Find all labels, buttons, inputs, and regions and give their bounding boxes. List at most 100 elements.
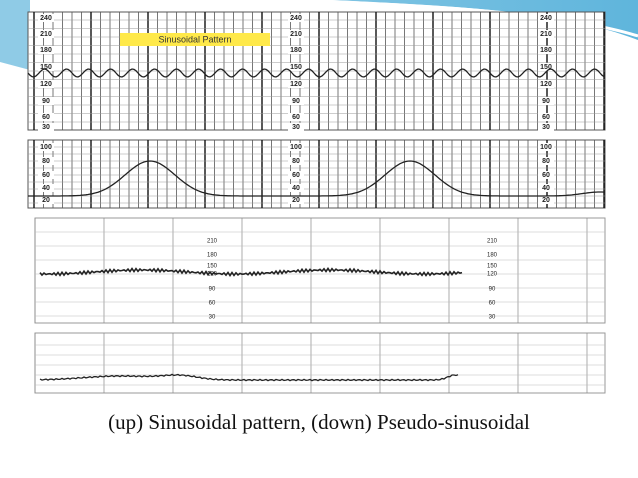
scale-bg xyxy=(538,113,554,121)
scale-label: 180 xyxy=(207,253,218,259)
scale-label: 30 xyxy=(209,315,216,321)
scale-bg xyxy=(38,196,54,204)
scale-bg xyxy=(38,184,54,192)
scale-bg xyxy=(38,157,54,165)
scale-label: 60 xyxy=(42,114,50,121)
scale-label: 240 xyxy=(40,15,52,22)
corner-accent xyxy=(0,0,30,70)
scale-bg xyxy=(288,171,304,179)
pattern-label: Sinusoidal Pattern xyxy=(158,34,231,44)
scale-label: 210 xyxy=(290,31,302,38)
scale-bg xyxy=(38,80,54,88)
scale-bg xyxy=(538,97,554,105)
scale-bg xyxy=(38,123,54,131)
scale-label: 210 xyxy=(540,31,552,38)
scale-label: 60 xyxy=(209,301,216,307)
bottom-uc-strip xyxy=(34,332,606,394)
scale-label: 60 xyxy=(42,172,50,179)
uc-trace xyxy=(28,160,605,197)
scale-label: 90 xyxy=(292,98,300,105)
scale-label: 80 xyxy=(542,158,550,165)
scale-bg xyxy=(538,46,554,54)
scale-bg xyxy=(38,46,54,54)
pattern-label-box xyxy=(120,33,270,46)
scale-bg xyxy=(538,30,554,38)
scale-label: 40 xyxy=(292,185,300,192)
scale-label: 100 xyxy=(540,144,552,151)
scale-label: 30 xyxy=(489,315,496,321)
scale-label: 40 xyxy=(542,185,550,192)
fhr-trace xyxy=(39,267,463,277)
scale-label: 90 xyxy=(489,287,496,293)
scale-label: 90 xyxy=(209,287,216,293)
scale-bg xyxy=(288,196,304,204)
scale-label: 120 xyxy=(290,81,302,88)
scale-label: 60 xyxy=(292,172,300,179)
scale-bg xyxy=(288,113,304,121)
scale-bg xyxy=(38,63,54,71)
scale-bg xyxy=(38,171,54,179)
scale-bg xyxy=(288,184,304,192)
scale-label: 60 xyxy=(542,114,550,121)
scale-bg xyxy=(538,196,554,204)
scale-label: 60 xyxy=(292,114,300,121)
scale-bg xyxy=(38,14,54,22)
scale-bg xyxy=(538,143,554,151)
scale-bg xyxy=(538,123,554,131)
scale-label: 90 xyxy=(542,98,550,105)
scale-label: 80 xyxy=(292,158,300,165)
scale-bg xyxy=(288,123,304,131)
scale-label: 240 xyxy=(540,15,552,22)
scale-bg xyxy=(288,63,304,71)
scale-label: 150 xyxy=(40,64,52,71)
caption: (up) Sinusoidal pattern, (down) Pseudo-s… xyxy=(108,410,530,434)
scale-bg xyxy=(538,171,554,179)
scale-bg xyxy=(288,97,304,105)
scale-label: 210 xyxy=(207,239,218,245)
scale-label: 40 xyxy=(42,185,50,192)
scale-label: 150 xyxy=(540,64,552,71)
scale-label: 120 xyxy=(40,81,52,88)
scale-bg xyxy=(288,14,304,22)
scale-bg xyxy=(288,80,304,88)
scale-label: 20 xyxy=(42,197,50,204)
scale-bg xyxy=(38,97,54,105)
scale-bg xyxy=(538,80,554,88)
scale-label: 30 xyxy=(542,124,550,131)
scale-label: 60 xyxy=(489,301,496,307)
scale-label: 180 xyxy=(40,47,52,54)
scale-label: 100 xyxy=(290,144,302,151)
scale-bg xyxy=(38,30,54,38)
scale-bg xyxy=(538,14,554,22)
scale-label: 150 xyxy=(207,264,218,270)
scale-bg xyxy=(538,63,554,71)
scale-label: 180 xyxy=(290,47,302,54)
scale-bg xyxy=(288,157,304,165)
scale-label: 90 xyxy=(42,98,50,105)
scale-label: 180 xyxy=(540,47,552,54)
scale-bg xyxy=(538,157,554,165)
uc-trace xyxy=(39,373,459,382)
scale-label: 180 xyxy=(487,253,498,259)
fhr-trace xyxy=(27,68,605,78)
scale-label: 100 xyxy=(40,144,52,151)
scale-label: 60 xyxy=(542,172,550,179)
scale-bg xyxy=(538,184,554,192)
scale-bg xyxy=(38,143,54,151)
scale-label: 30 xyxy=(42,124,50,131)
scale-label: 120 xyxy=(487,272,498,278)
scale-label: 20 xyxy=(542,197,550,204)
scale-bg xyxy=(288,143,304,151)
scale-label: 80 xyxy=(42,158,50,165)
scale-label: 20 xyxy=(292,197,300,204)
header-band xyxy=(0,0,638,40)
scale-bg xyxy=(288,46,304,54)
scale-label: 30 xyxy=(292,124,300,131)
scale-label: 240 xyxy=(290,15,302,22)
scale-bg xyxy=(288,30,304,38)
scale-label: 210 xyxy=(40,31,52,38)
scale-label: 210 xyxy=(487,239,498,245)
scale-bg xyxy=(38,113,54,121)
